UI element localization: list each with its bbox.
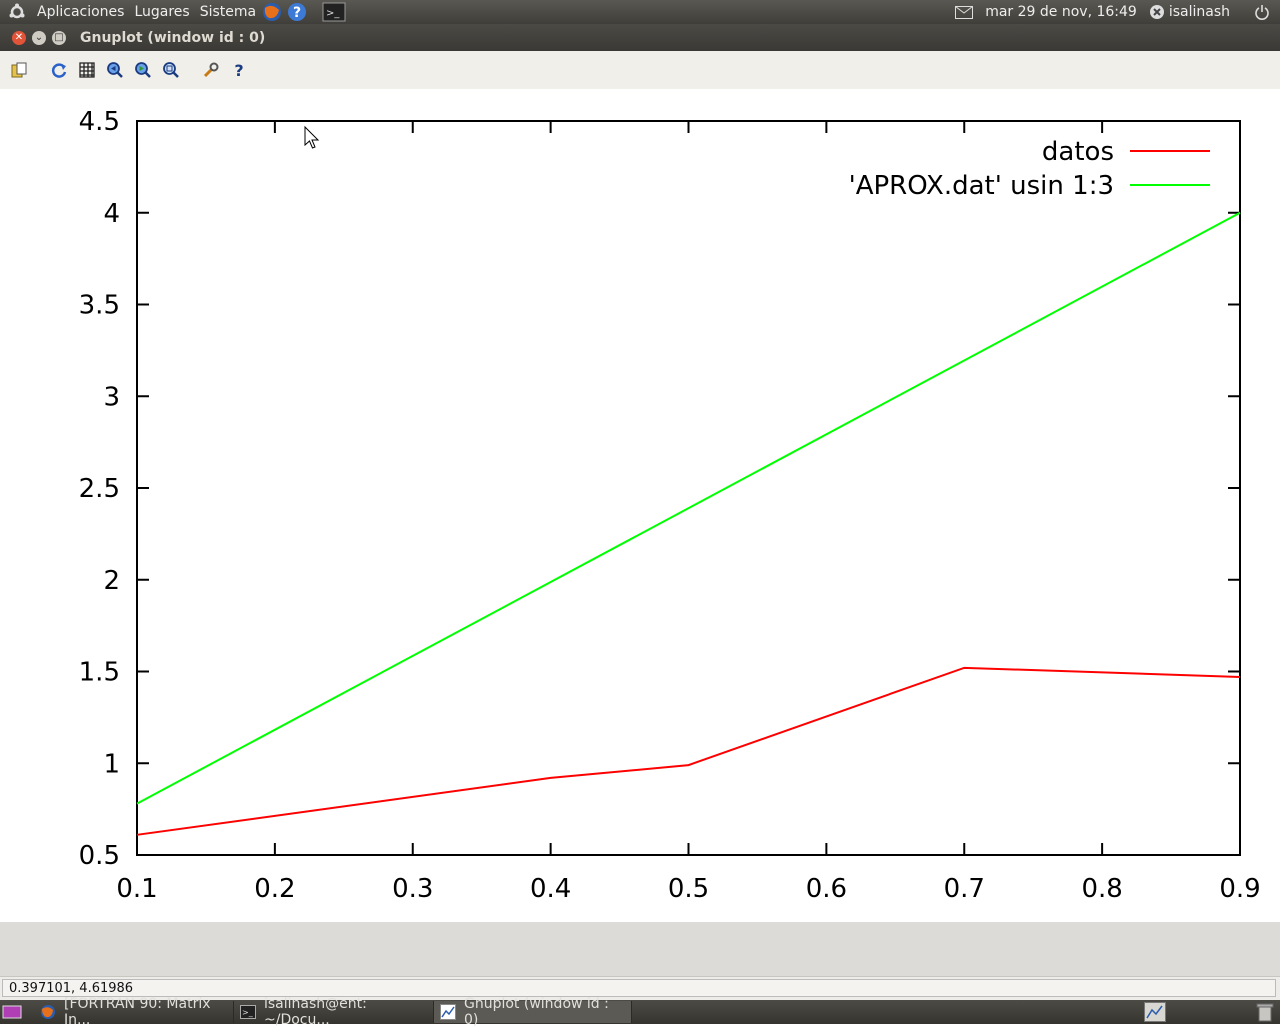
x-tick-label: 0.3 (392, 874, 433, 904)
username[interactable]: isalinash (1168, 4, 1230, 20)
task-label: Gnuplot (window id : 0) (464, 996, 609, 1028)
y-tick-label: 3 (103, 382, 120, 412)
help-icon[interactable]: ? (228, 59, 250, 81)
menu-lugares[interactable]: Lugares (134, 4, 190, 20)
window-titlebar[interactable]: ✕ ⌄ □ Gnuplot (window id : 0) (0, 24, 1280, 51)
status-bar: 0.397101, 4.61986 (0, 976, 1280, 1001)
line-chart: 0.1 0.2 0.3 0.4 0.5 0.6 0.7 0.8 0.9 0.5 1 1.5 2 2.5 3 3… (79, 107, 1261, 904)
maximize-icon[interactable]: □ (52, 30, 66, 45)
mouse-coordinates: 0.397101, 4.61986 (2, 979, 1276, 997)
mouse-cursor-icon (304, 125, 320, 149)
y-tick-label: 4.5 (79, 107, 120, 137)
y-tick-label: 1.5 (79, 658, 120, 688)
legend-label: datos (1042, 137, 1114, 167)
y-tick-label: 0.5 (79, 841, 120, 871)
trash-icon[interactable] (1256, 1002, 1274, 1022)
gnuplot-icon (440, 1004, 456, 1020)
replot-icon[interactable] (48, 59, 70, 81)
task-firefox[interactable]: [FORTRAN 90: Matrix In... (34, 996, 234, 1028)
y-tick-label: 4 (103, 199, 120, 229)
x-tick-label: 0.8 (1081, 874, 1122, 904)
plot-frame (136, 120, 1241, 856)
window-title: Gnuplot (window id : 0) (80, 29, 266, 46)
user-status-icon (1149, 4, 1165, 20)
svg-text:?: ? (293, 5, 301, 21)
plot-area[interactable]: 0.1 0.2 0.3 0.4 0.5 0.6 0.7 0.8 0.9 0.5 1 1.5 2 2.5 3 3… (0, 89, 1280, 922)
ubuntu-logo-icon[interactable] (8, 3, 26, 21)
x-tick-label: 0.2 (254, 874, 295, 904)
options-icon[interactable] (200, 59, 222, 81)
x-tick-label: 0.4 (530, 874, 571, 904)
bottom-taskbar: [FORTRAN 90: Matrix In... >_ isalinash@e… (0, 996, 1280, 1028)
empty-panel (0, 922, 1280, 976)
menu-aplicaciones[interactable]: Aplicaciones (37, 4, 125, 20)
grid-icon[interactable] (76, 59, 98, 81)
svg-text:>_: >_ (326, 8, 340, 19)
x-tick-label: 0.5 (668, 874, 709, 904)
task-label: isalinash@ent: ~/Docu... (264, 996, 367, 1028)
legend-label: 'APROX.dat' usin 1:3 (849, 171, 1114, 201)
mail-icon[interactable] (955, 5, 974, 19)
terminal-launcher-icon[interactable]: >_ (322, 2, 346, 22)
zoom-prev-icon[interactable] (104, 59, 126, 81)
gnuplot-toolbar: ? (0, 51, 1280, 89)
firefox-icon (40, 1004, 56, 1020)
clock[interactable]: mar 29 de nov, 16:49 (985, 4, 1137, 20)
copy-clipboard-icon[interactable] (8, 59, 30, 81)
y-tick-label: 2 (103, 566, 120, 596)
task-terminal[interactable]: >_ isalinash@ent: ~/Docu... (234, 996, 434, 1028)
svg-text:?: ? (234, 61, 243, 79)
zoom-next-icon[interactable] (132, 59, 154, 81)
workspace-switcher-icon[interactable] (1144, 1002, 1166, 1022)
firefox-icon[interactable] (261, 1, 283, 23)
x-tick-label: 0.7 (944, 874, 985, 904)
x-tick-label: 0.1 (116, 874, 157, 904)
close-icon[interactable]: ✕ (12, 30, 26, 45)
autoscale-icon[interactable] (160, 59, 182, 81)
power-icon[interactable] (1254, 4, 1270, 20)
x-tick-label: 0.9 (1219, 874, 1260, 904)
help-launcher-icon[interactable]: ? (286, 1, 308, 23)
series-line-0 (136, 666, 1241, 836)
y-tick-label: 3.5 (79, 291, 120, 321)
menu-sistema[interactable]: Sistema (199, 4, 257, 20)
top-panel: Aplicaciones Lugares Sistema ? >_ mar 29… (0, 0, 1280, 24)
y-tick-label: 1 (103, 749, 120, 779)
task-gnuplot[interactable]: Gnuplot (window id : 0) (434, 996, 632, 1028)
x-tick-label: 0.6 (806, 874, 847, 904)
svg-text:>_: >_ (242, 1008, 254, 1017)
task-label: [FORTRAN 90: Matrix In... (64, 996, 211, 1028)
terminal-icon: >_ (240, 1005, 256, 1019)
y-tick-label: 2.5 (79, 474, 120, 504)
show-desktop-icon[interactable] (0, 1000, 24, 1024)
series-line-1 (136, 211, 1241, 805)
minimize-icon[interactable]: ⌄ (32, 30, 46, 45)
